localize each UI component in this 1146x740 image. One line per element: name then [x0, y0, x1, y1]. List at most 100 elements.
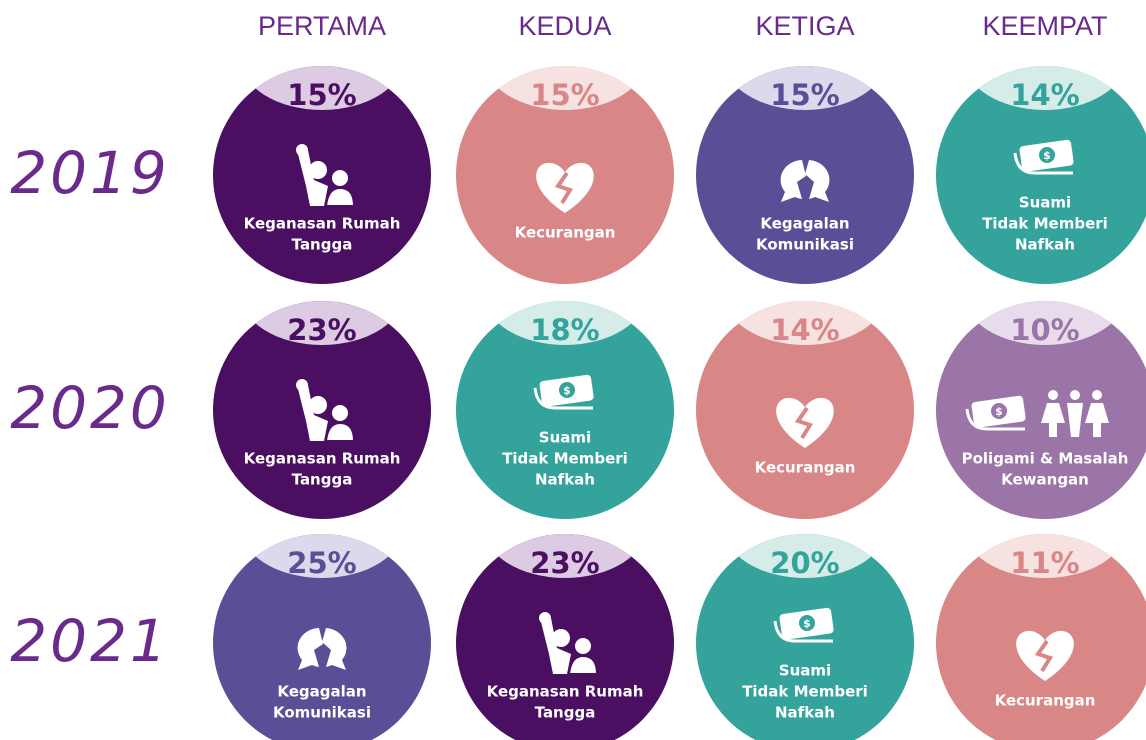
cause-label: Tangga	[292, 471, 353, 489]
percent: 18%	[530, 313, 599, 347]
circle-bg	[936, 301, 1146, 519]
percent-cap	[240, 301, 404, 345]
year-label: 2020	[10, 374, 170, 442]
icon-arm	[298, 150, 328, 206]
cause-label: Tidak Memberi	[502, 450, 628, 468]
cause-circle: 15% Keganasan Rumah Tangga	[213, 66, 431, 284]
icon-head-b	[330, 168, 350, 188]
percent-cap	[240, 66, 404, 110]
percent: 10%	[1010, 313, 1079, 347]
icon-dollar: $	[995, 405, 1003, 418]
icon-head-b	[330, 403, 350, 423]
cause-label: Tidak Memberi	[742, 683, 868, 701]
percent-cap	[723, 534, 887, 578]
icon-coin	[559, 382, 575, 398]
cause-circle: 23% Keganasan Rumah Tangga	[456, 534, 674, 740]
cause-label: Suami	[1019, 194, 1071, 212]
cause-circle: 18% Suami Tidak Memberi Nafkah $	[456, 301, 674, 519]
percent: 15%	[530, 78, 599, 112]
icon-person-head	[1070, 390, 1080, 400]
percent: 20%	[770, 546, 839, 580]
cause-label: Tangga	[292, 236, 353, 254]
cause-circle: 15% Kegagalan Komunikasi	[696, 66, 914, 284]
icon-head-a	[552, 629, 570, 647]
icon-body-b	[324, 186, 356, 207]
icon-bubble-left	[297, 628, 323, 670]
icon-crack	[794, 406, 814, 440]
cause-label: Kegagalan	[760, 215, 849, 233]
cause-label: Komunikasi	[756, 236, 854, 254]
percent-cap	[963, 66, 1127, 110]
percent: 25%	[287, 546, 356, 580]
cause-circle: 23% Keganasan Rumah Tangga	[213, 301, 431, 519]
cause-label: Tidak Memberi	[982, 215, 1108, 233]
icon-person-body	[1067, 403, 1083, 437]
circle-bg	[456, 301, 674, 519]
cause-label: Tangga	[535, 704, 596, 722]
cause-circle: 10% Poligami & Masalah Kewangan $	[936, 301, 1146, 519]
cause-label: Keganasan Rumah	[244, 215, 401, 233]
icon-dollar: $	[1043, 149, 1051, 162]
circle-bg	[213, 534, 431, 740]
cause-label: Nafkah	[1015, 236, 1075, 254]
percent-cap	[963, 534, 1127, 578]
icon-arm	[541, 618, 571, 674]
icon-person-body	[1085, 403, 1109, 437]
cause-label: Kewangan	[1001, 471, 1089, 489]
percent-cap	[723, 66, 887, 110]
icon-coin	[991, 403, 1007, 419]
icon-coin	[799, 615, 815, 631]
percent: 11%	[1010, 546, 1079, 580]
percent: 23%	[530, 546, 599, 580]
icon-fist	[296, 144, 308, 156]
cause-label: Suami	[779, 662, 831, 680]
percent-cap	[483, 66, 647, 110]
cause-label: Keganasan Rumah	[487, 683, 644, 701]
icon-person-head	[1048, 390, 1058, 400]
cause-label: Kecurangan	[515, 224, 616, 242]
icon-crack	[1034, 639, 1054, 673]
column-header: KETIGA	[755, 11, 854, 41]
icon-head-a	[309, 161, 327, 179]
icon-head-b	[573, 636, 593, 656]
year-label: 2019	[10, 139, 170, 207]
icon-person-head	[1092, 390, 1102, 400]
percent: 14%	[770, 313, 839, 347]
cause-label: Poligami & Masalah	[962, 450, 1129, 468]
icon-coin	[1039, 147, 1055, 163]
percent-cap	[483, 301, 647, 345]
icon-crack	[554, 171, 574, 205]
icon-dollar: $	[803, 617, 811, 630]
cause-label: Suami	[539, 429, 591, 447]
cause-circle: 14% Suami Tidak Memberi Nafkah $	[936, 66, 1146, 284]
column-header: KEEMPAT	[982, 11, 1107, 41]
cause-label: Komunikasi	[273, 704, 371, 722]
cause-label: Kegagalan	[277, 683, 366, 701]
circle-bg	[936, 66, 1146, 284]
cause-circle: 14% Kecurangan	[696, 301, 914, 519]
year-label: 2021	[10, 607, 170, 675]
percent-cap	[723, 301, 887, 345]
percent: 15%	[287, 78, 356, 112]
icon-person-body	[1041, 403, 1065, 437]
cause-label: Nafkah	[535, 471, 595, 489]
cause-label: Keganasan Rumah	[244, 450, 401, 468]
percent: 23%	[287, 313, 356, 347]
icon-bubble-right	[805, 160, 830, 202]
cause-label: Nafkah	[775, 704, 835, 722]
cause-circle: 25% Kegagalan Komunikasi	[213, 534, 431, 740]
cause-label: Kecurangan	[995, 692, 1096, 710]
percent: 15%	[770, 78, 839, 112]
column-header: KEDUA	[518, 11, 611, 41]
icon-body-b	[324, 421, 356, 442]
cause-circle: 15% Kecurangan	[456, 66, 674, 284]
cause-circle: 20% Suami Tidak Memberi Nafkah $	[696, 534, 914, 740]
icon-fist	[539, 612, 551, 624]
icon-arm	[298, 385, 328, 441]
percent-cap	[240, 534, 404, 578]
percent-cap	[483, 534, 647, 578]
icon-bubble-right	[322, 628, 347, 670]
icon-bubble-left	[780, 160, 806, 202]
percent: 14%	[1010, 78, 1079, 112]
